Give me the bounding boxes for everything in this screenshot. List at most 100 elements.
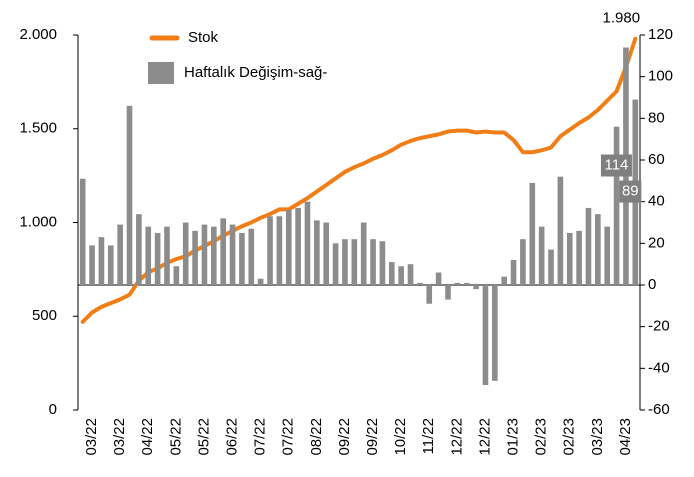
data-label: 1.980 (603, 10, 641, 27)
y2-tick-label: 100 (648, 68, 673, 85)
y2-tick-label: 60 (648, 151, 665, 168)
bar (576, 230, 582, 285)
bar (314, 220, 320, 285)
y2-tick-label: -20 (648, 318, 670, 335)
bar (492, 285, 498, 381)
bar (454, 282, 461, 285)
data-label-box (600, 154, 632, 177)
data-label: 114 (604, 156, 628, 173)
bar (360, 222, 367, 285)
y-tick-label: 0 (49, 401, 57, 418)
bar (295, 207, 301, 285)
bar (473, 285, 479, 290)
legend-label: Stok (188, 29, 219, 46)
bar (595, 214, 601, 285)
bar (482, 285, 489, 385)
y-tick-label: 2.000 (19, 26, 57, 43)
bar (304, 201, 311, 285)
bar (107, 245, 114, 285)
bar (211, 226, 217, 285)
bar (407, 264, 414, 285)
x-tick-label: 12/22 (476, 418, 493, 456)
x-tick-label: 07/22 (280, 418, 297, 456)
bar (257, 278, 264, 285)
x-tick-label: 02/23 (533, 418, 550, 456)
bar (79, 178, 86, 285)
x-tick-label: 03/22 (111, 418, 128, 456)
bar (613, 126, 620, 286)
y2-tick-label: 120 (648, 26, 673, 43)
bar (117, 224, 123, 285)
x-tick-label: 03/22 (83, 418, 100, 456)
legend-swatch (148, 62, 174, 84)
bar (445, 285, 451, 300)
y-tick-label: 500 (32, 307, 57, 324)
y2-tick-label: 40 (648, 193, 665, 210)
y2-tick-label: -40 (648, 359, 670, 376)
bar (557, 176, 564, 285)
bar (566, 232, 573, 285)
bar (276, 216, 283, 285)
bar (220, 218, 226, 285)
bar (182, 222, 189, 285)
data-label-box (619, 180, 642, 203)
x-tick-label: 08/22 (308, 418, 325, 456)
bar (285, 210, 292, 285)
bar (379, 241, 386, 285)
y-tick-label: 1.500 (19, 120, 57, 137)
bar (89, 245, 95, 285)
bar (126, 105, 133, 285)
x-tick-label: 09/22 (364, 418, 381, 456)
bar (463, 282, 470, 285)
bar (164, 226, 170, 285)
bar (342, 239, 348, 285)
y-tick-label: 1.000 (19, 213, 57, 230)
bar (604, 226, 611, 285)
x-tick-label: 06/22 (224, 418, 241, 456)
bar (98, 237, 105, 285)
x-tick-label: 12/22 (448, 418, 465, 456)
bar (192, 230, 198, 285)
bar (351, 239, 358, 285)
bar (267, 216, 273, 285)
x-tick-label: 02/23 (561, 418, 578, 456)
bar (501, 276, 507, 285)
y2-tick-label: 80 (648, 109, 665, 126)
bar (585, 207, 592, 285)
bar (229, 224, 236, 285)
x-tick-label: 05/22 (195, 418, 212, 456)
bar (426, 285, 433, 304)
bar (173, 266, 180, 285)
x-tick-label: 05/22 (167, 418, 184, 456)
bar (538, 226, 545, 285)
x-tick-label: 04/23 (617, 418, 634, 456)
y2-tick-label: 20 (648, 234, 665, 251)
bar (332, 243, 339, 285)
x-tick-label: 01/23 (505, 418, 522, 456)
x-tick-label: 10/22 (392, 418, 409, 456)
x-tick-label: 11/22 (420, 418, 437, 454)
bar (435, 272, 442, 285)
x-tick-label: 09/22 (336, 418, 353, 456)
bar (201, 224, 208, 285)
x-tick-label: 07/22 (252, 418, 269, 456)
bar (520, 239, 526, 285)
bar (136, 214, 142, 285)
x-tick-label: 03/23 (589, 418, 606, 456)
legend-label: Haftalık Değişim-sağ- (184, 64, 327, 81)
bar (548, 249, 554, 285)
data-label: 89 (622, 183, 639, 200)
x-tick-label: 04/22 (139, 418, 156, 456)
bar (388, 262, 395, 285)
bar (510, 260, 517, 285)
line (80, 36, 638, 324)
bar (239, 232, 245, 285)
bar (398, 266, 404, 285)
bar (323, 222, 330, 285)
bar (417, 282, 423, 285)
y2-tick-label: -60 (648, 401, 670, 418)
y2-tick-label: 0 (648, 276, 656, 293)
bar (248, 228, 255, 285)
bar (529, 182, 536, 285)
